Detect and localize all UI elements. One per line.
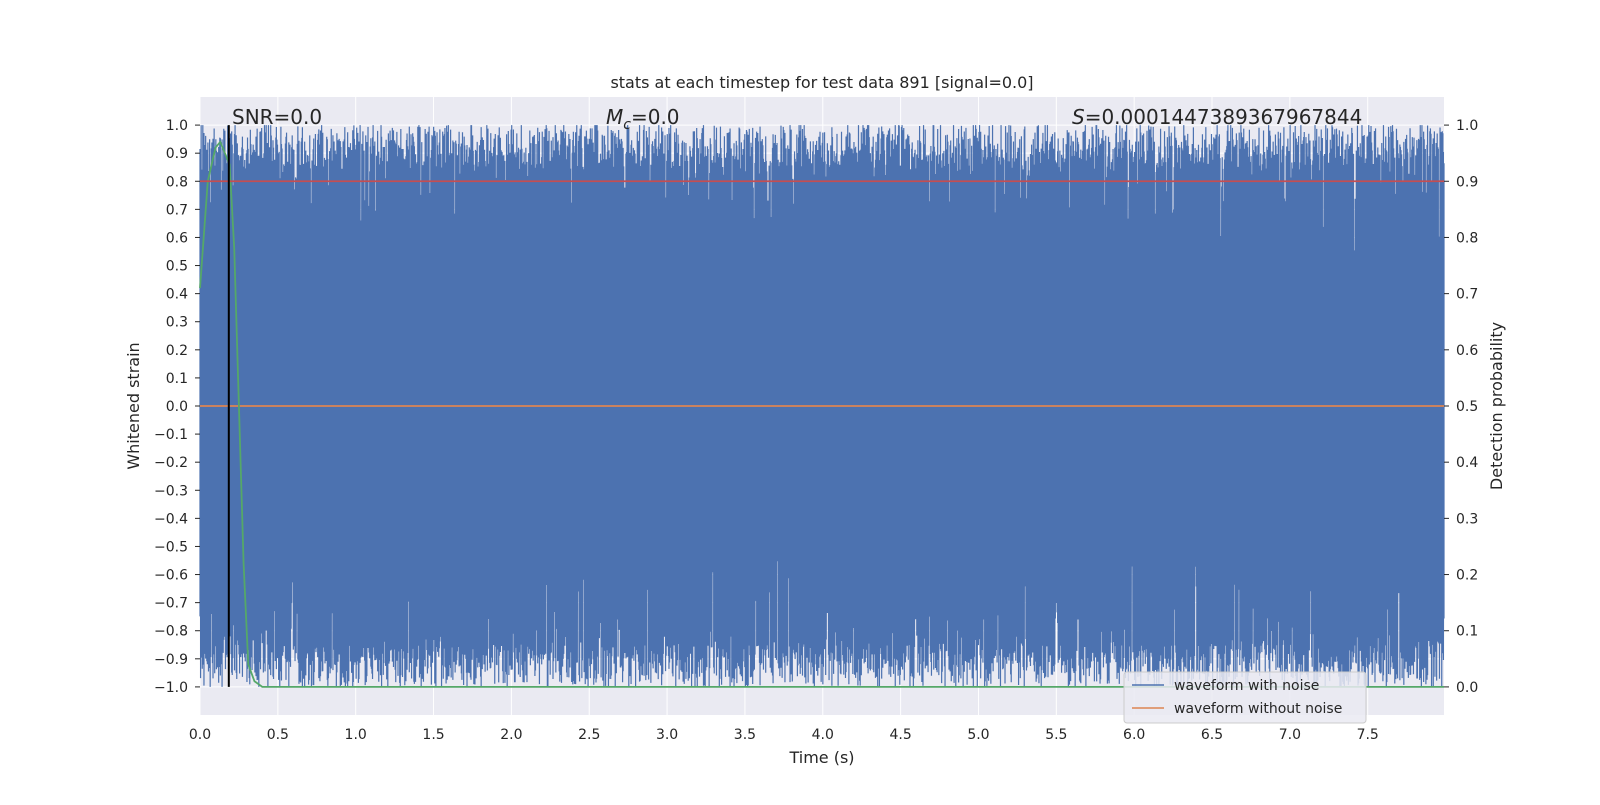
- chirp-mass-symbol: M: [606, 105, 623, 129]
- x-tick-label: 4.5: [889, 727, 911, 743]
- s-symbol: S: [1072, 105, 1085, 129]
- s-statistic-annotation: S=0.0001447389367967844: [1072, 105, 1362, 129]
- x-tick-label: 6.5: [1201, 727, 1223, 743]
- x-tick-label: 4.0: [812, 727, 834, 743]
- y-tick-label-left: 0.2: [166, 343, 188, 359]
- y-tick-label-right: 0.2: [1456, 568, 1478, 584]
- x-tick-label: 1.5: [422, 727, 444, 743]
- chirp-mass-subscript: c: [623, 117, 631, 133]
- y-tick-label-right: 0.6: [1456, 343, 1478, 359]
- y-tick-label-right: 0.4: [1456, 455, 1478, 471]
- legend-label-clean: waveform without noise: [1174, 701, 1342, 717]
- y-tick-label-left: −0.9: [154, 652, 188, 668]
- y-tick-label-right: 0.8: [1456, 230, 1478, 246]
- y-tick-label-right: 0.0: [1456, 680, 1478, 696]
- chart-title: stats at each timestep for test data 891…: [610, 73, 1033, 92]
- y-tick-label-right: 0.1: [1456, 624, 1478, 640]
- y-tick-label-left: −0.1: [154, 427, 188, 443]
- chirp-mass-value: =0.0: [631, 105, 680, 129]
- legend-label-noise: waveform with noise: [1174, 678, 1319, 694]
- y-tick-label-left: −0.2: [154, 455, 188, 471]
- chirp-mass-annotation: Mc=0.0: [606, 105, 680, 133]
- y-tick-label-left: −0.6: [154, 568, 188, 584]
- y-tick-label-right: 0.7: [1456, 287, 1478, 303]
- x-tick-label: 0.0: [189, 727, 211, 743]
- x-tick-label: 0.5: [267, 727, 289, 743]
- x-axis-label: Time (s): [788, 748, 854, 767]
- x-tick-label: 3.5: [734, 727, 756, 743]
- y-tick-label-left: −0.5: [154, 539, 188, 555]
- x-tick-label: 6.0: [1123, 727, 1145, 743]
- y-tick-label-left: 0.8: [166, 174, 188, 190]
- y-tick-label-left: −1.0: [154, 680, 188, 696]
- y-tick-label-left: −0.4: [154, 511, 188, 527]
- ticks: 0.0 0.5 1.0 1.5 2.0 2.5 3.0 3.5 4.0 4.5 5.0 5.5 6.0 6…: [154, 118, 1478, 743]
- y-axis-label-left: Whitened strain: [124, 342, 143, 469]
- y-tick-label-left: 0.4: [166, 287, 188, 303]
- y-tick-label-left: 0.9: [166, 146, 188, 162]
- y-tick-label-left: 0.1: [166, 371, 188, 387]
- y-tick-label-left: 1.0: [166, 118, 188, 134]
- s-value: =0.0001447389367967844: [1085, 105, 1363, 129]
- y-tick-label-left: −0.7: [154, 596, 188, 612]
- x-tick-label: 2.5: [578, 727, 600, 743]
- snr-annotation: SNR=0.0: [232, 105, 322, 129]
- legend-box: [1123, 671, 1367, 724]
- noisy-waveform-path: [199, 125, 1445, 687]
- noisy-waveform-series: [199, 125, 1445, 687]
- y-tick-label-left: 0.3: [166, 315, 188, 331]
- detection-probability-line: [199, 140, 1444, 688]
- x-tick-label: 5.5: [1045, 727, 1067, 743]
- x-tick-label: 3.0: [656, 727, 678, 743]
- y-axis-label-right: Detection probability: [1487, 322, 1506, 490]
- y-tick-label-left: 0.6: [166, 230, 188, 246]
- x-tick-label: 7.5: [1357, 727, 1379, 743]
- x-tick-label: 7.0: [1279, 727, 1301, 743]
- legend: waveform with noise waveform without noi…: [1123, 671, 1367, 724]
- x-tick-label: 2.0: [500, 727, 522, 743]
- y-tick-label-right: 0.5: [1456, 399, 1478, 415]
- y-tick-label-left: −0.8: [154, 624, 188, 640]
- y-tick-label-right: 1.0: [1456, 118, 1478, 134]
- x-tick-label: 1.0: [345, 727, 367, 743]
- x-tick-label: 5.0: [967, 727, 989, 743]
- y-tick-label-left: 0.5: [166, 259, 188, 275]
- y-tick-label-left: 0.0: [166, 399, 188, 415]
- y-tick-label-left: 0.7: [166, 202, 188, 218]
- line-series: [199, 125, 1444, 688]
- y-tick-label-left: −0.3: [154, 483, 188, 499]
- y-tick-label-right: 0.3: [1456, 511, 1478, 527]
- y-tick-label-right: 0.9: [1456, 174, 1478, 190]
